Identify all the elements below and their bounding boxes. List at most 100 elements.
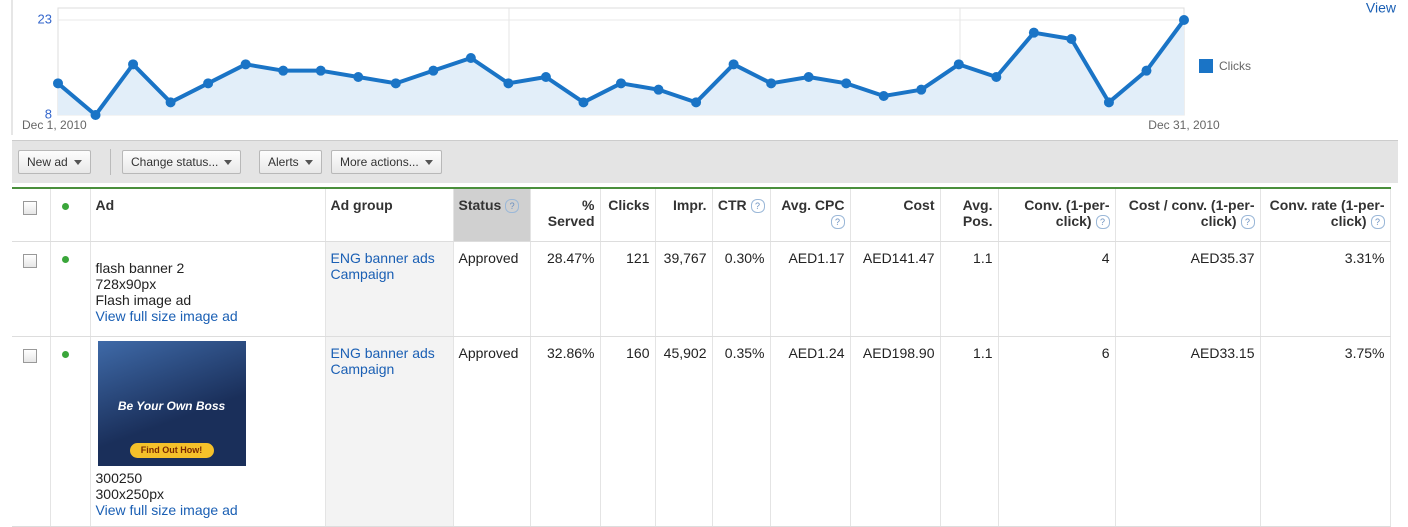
cell — [12, 337, 50, 527]
column-label: CTR — [718, 197, 747, 213]
metric-cell: 39,767 — [655, 242, 712, 337]
header-cell — [50, 188, 90, 242]
ad-text: 300x250px — [96, 486, 320, 502]
point — [804, 72, 814, 82]
help-icon[interactable]: ? — [751, 199, 765, 213]
column-header[interactable]: % Served — [530, 188, 600, 242]
cell — [50, 242, 90, 337]
column-label: Avg. CPC — [781, 197, 844, 213]
row-checkbox[interactable] — [23, 349, 37, 363]
banner-image: Be Your Own Boss Find Out How! — [98, 341, 246, 466]
column-header[interactable]: Status ? — [453, 188, 530, 242]
point — [766, 78, 776, 88]
column-label: Cost — [903, 197, 934, 213]
point — [1104, 97, 1114, 107]
column-label: Clicks — [608, 197, 649, 213]
y-tick-label: 23 — [38, 11, 52, 26]
point — [616, 78, 626, 88]
column-header[interactable]: Avg. CPC ? — [770, 188, 850, 242]
metric-cell: 1.1 — [940, 242, 998, 337]
cell — [12, 242, 50, 337]
column-header[interactable]: Conv. rate (1-per-click) ? — [1260, 188, 1390, 242]
point — [654, 85, 664, 95]
row-checkbox[interactable] — [23, 254, 37, 268]
point — [1179, 15, 1189, 25]
ad-text: 300250 — [96, 470, 320, 486]
metric-cell: 0.35% — [712, 337, 770, 527]
column-header[interactable]: Ad group — [325, 188, 453, 242]
legend-label: Clicks — [1219, 59, 1251, 73]
ad-text: flash banner 2 — [96, 260, 320, 276]
header-row: AdAd groupStatus ?% ServedClicksImpr.CTR… — [12, 188, 1390, 242]
metric-cell: 160 — [600, 337, 655, 527]
point — [278, 66, 288, 76]
column-header[interactable]: Ad — [90, 188, 325, 242]
ad-group-cell: ENG banner ads Campaign — [325, 337, 453, 527]
series-area — [58, 20, 1184, 115]
metric-cell: AED1.17 — [770, 242, 850, 337]
metric-cell: 45,902 — [655, 337, 712, 527]
metric-cell: 4 — [998, 242, 1115, 337]
metric-cell: 0.30% — [712, 242, 770, 337]
ad-group-link[interactable]: ENG banner ads Campaign — [331, 345, 435, 377]
help-icon[interactable]: ? — [1241, 215, 1255, 229]
view-link[interactable]: View — [1366, 0, 1397, 16]
metric-cell: AED141.47 — [850, 242, 940, 337]
toolbar-button[interactable]: More actions... — [331, 150, 442, 174]
column-header[interactable]: Avg. Pos. — [940, 188, 998, 242]
toolbar-separator — [110, 149, 111, 175]
metric-cell: AED35.37 — [1115, 242, 1260, 337]
point — [916, 85, 926, 95]
point — [1066, 34, 1076, 44]
point — [91, 110, 101, 120]
help-icon[interactable]: ? — [831, 215, 845, 229]
point — [241, 59, 251, 69]
x-tick-label: Dec 31, 2010 — [1148, 118, 1220, 132]
status-cell: Approved — [453, 337, 530, 527]
column-header[interactable]: Clicks — [600, 188, 655, 242]
banner-headline: Be Your Own Boss — [98, 399, 246, 413]
toolbar-button[interactable]: Alerts — [259, 150, 322, 174]
point — [53, 78, 63, 88]
select-all-checkbox[interactable] — [23, 201, 37, 215]
point — [128, 59, 138, 69]
column-header[interactable]: Conv. (1-per-click) ? — [998, 188, 1115, 242]
column-header[interactable]: Impr. — [655, 188, 712, 242]
column-label: Status — [459, 197, 502, 213]
toolbar-button[interactable]: New ad — [18, 150, 91, 174]
point — [1141, 66, 1151, 76]
help-icon[interactable]: ? — [505, 199, 519, 213]
column-header[interactable]: Cost / conv. (1-per-click) ? — [1115, 188, 1260, 242]
column-header[interactable]: Cost — [850, 188, 940, 242]
toolbar: New ad Change status... Alerts More actions… — [12, 140, 1398, 183]
ad-text: Flash image ad — [96, 292, 320, 308]
column-label: Ad group — [331, 197, 393, 213]
metric-cell: 28.47% — [530, 242, 600, 337]
ad-group-link[interactable]: ENG banner ads Campaign — [331, 250, 435, 282]
column-label: % Served — [548, 197, 595, 229]
point — [316, 66, 326, 76]
page: View 823Dec 1, 2010Dec 31, 2010Clicks Ne… — [0, 0, 1408, 522]
ad-link[interactable]: View full size image ad — [96, 502, 238, 518]
point — [691, 97, 701, 107]
point — [503, 78, 513, 88]
help-icon[interactable]: ? — [1096, 215, 1110, 229]
metric-cell: 6 — [998, 337, 1115, 527]
banner-button: Find Out How! — [130, 443, 214, 458]
toolbar-button[interactable]: Change status... — [122, 150, 241, 174]
help-icon[interactable]: ? — [1371, 215, 1385, 229]
ad-cell: flash banner 2728x90pxFlash image adView… — [90, 242, 325, 337]
column-header[interactable]: CTR ? — [712, 188, 770, 242]
status-dot — [62, 203, 69, 210]
ad-link[interactable]: View full size image ad — [96, 308, 238, 324]
metric-cell: 121 — [600, 242, 655, 337]
metric-cell: 3.31% — [1260, 242, 1390, 337]
point — [203, 78, 213, 88]
cell — [50, 337, 90, 527]
column-label: Cost / conv. (1-per-click) — [1129, 197, 1255, 229]
status-dot — [62, 351, 69, 358]
